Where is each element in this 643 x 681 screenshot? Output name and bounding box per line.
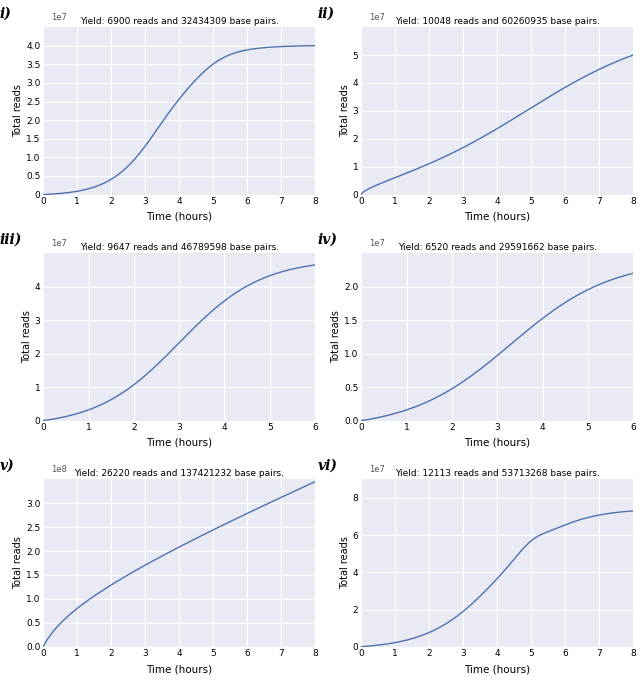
Title: Yield: 6900 reads and 32434309 base pairs.: Yield: 6900 reads and 32434309 base pair… <box>80 17 278 27</box>
Text: ii): ii) <box>318 6 335 20</box>
Text: 1e7: 1e7 <box>369 13 385 22</box>
Title: Yield: 26220 reads and 137421232 base pairs.: Yield: 26220 reads and 137421232 base pa… <box>74 469 284 479</box>
Title: Yield: 9647 reads and 46789598 base pairs.: Yield: 9647 reads and 46789598 base pair… <box>80 243 278 253</box>
Text: 1e7: 1e7 <box>369 239 385 248</box>
Title: Yield: 12113 reads and 53713268 base pairs.: Yield: 12113 reads and 53713268 base pai… <box>395 469 600 479</box>
Text: 1e7: 1e7 <box>51 239 68 248</box>
Text: iv): iv) <box>318 232 338 247</box>
Y-axis label: Total reads: Total reads <box>22 311 32 364</box>
Text: 1e7: 1e7 <box>51 13 68 22</box>
Text: vi): vi) <box>318 458 338 473</box>
Y-axis label: Total reads: Total reads <box>331 311 341 364</box>
Y-axis label: Total reads: Total reads <box>14 537 23 590</box>
X-axis label: Time (hours): Time (hours) <box>146 438 212 448</box>
Y-axis label: Total reads: Total reads <box>14 84 23 138</box>
Y-axis label: Total reads: Total reads <box>340 84 350 138</box>
Title: Yield: 6520 reads and 29591662 base pairs.: Yield: 6520 reads and 29591662 base pair… <box>398 243 597 253</box>
X-axis label: Time (hours): Time (hours) <box>464 212 530 222</box>
Text: iii): iii) <box>0 232 22 247</box>
Title: Yield: 10048 reads and 60260935 base pairs.: Yield: 10048 reads and 60260935 base pai… <box>395 17 600 27</box>
Text: i): i) <box>0 6 12 20</box>
X-axis label: Time (hours): Time (hours) <box>146 212 212 222</box>
X-axis label: Time (hours): Time (hours) <box>464 438 530 448</box>
X-axis label: Time (hours): Time (hours) <box>146 664 212 674</box>
X-axis label: Time (hours): Time (hours) <box>464 664 530 674</box>
Text: 1e8: 1e8 <box>51 465 68 474</box>
Text: 1e7: 1e7 <box>369 465 385 474</box>
Text: v): v) <box>0 458 14 473</box>
Y-axis label: Total reads: Total reads <box>340 537 350 590</box>
